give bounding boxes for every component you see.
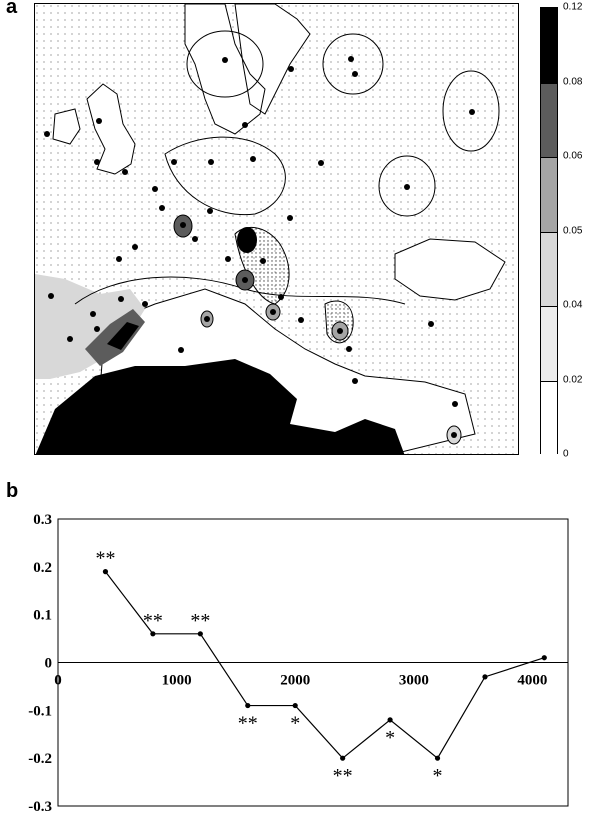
data-point (245, 702, 251, 709)
y-tick-label: 0.2 (33, 560, 52, 576)
legend-swatch (541, 380, 557, 455)
y-tick-label: -0.2 (28, 751, 52, 767)
contour-ring (442, 70, 500, 152)
data-point (150, 631, 156, 637)
data-point (102, 569, 109, 575)
europe-map (35, 4, 518, 454)
x-tick-label: 2000 (280, 673, 310, 689)
contour-ring (322, 33, 384, 95)
iberia-black (107, 322, 139, 350)
significance-label: ** (238, 713, 258, 735)
significance-label: * (385, 727, 395, 749)
legend-tick-label: 0.02 (563, 374, 583, 385)
panel-label-a: a (6, 0, 18, 18)
series-line (104, 571, 545, 760)
sample-sites (44, 56, 475, 438)
data-point (541, 655, 547, 661)
data-points (102, 569, 547, 761)
x-tick-label: 1000 (162, 673, 192, 689)
data-point (434, 755, 441, 761)
correlogram-chart: 0.30.20.10-0.1-0.2-0.3 0 1000 2000 3000 4000… (28, 512, 569, 813)
significance-label: * (290, 713, 300, 735)
data-point (340, 755, 346, 761)
legend-swatch (541, 8, 557, 83)
y-tick-label: 0.1 (33, 608, 52, 624)
color-scale-legend (540, 7, 558, 455)
data-point (292, 702, 298, 709)
significance-label: ** (190, 610, 210, 632)
significance-label: ** (333, 765, 353, 787)
contour-ring (378, 155, 436, 217)
legend-tick-label: 0.05 (563, 225, 583, 236)
y-tick-label: -0.3 (28, 799, 52, 813)
british-isles-land (52, 83, 136, 175)
panel-label-b: b (6, 480, 19, 502)
legend-tick-label: 0 (563, 448, 569, 460)
legend-swatch (541, 157, 557, 232)
y-tick-label: 0.3 (33, 512, 52, 528)
black-sea (394, 238, 506, 301)
data-point (387, 717, 393, 723)
legend-swatch (541, 306, 557, 381)
significance-label: * (433, 765, 443, 787)
map-panel (34, 3, 519, 455)
x-tick-label: 0 (54, 673, 62, 689)
x-tick-label: 3000 (399, 673, 429, 689)
iberia-shading (35, 274, 145, 379)
significance-label: ** (143, 610, 163, 632)
y-tick-label: -0.1 (28, 703, 52, 719)
y-tick-label: 0 (45, 656, 53, 672)
legend-tick-label: 0.08 (563, 76, 583, 87)
x-tick-label: 4000 (517, 673, 547, 689)
data-point (197, 631, 203, 637)
scandinavia-land (184, 4, 311, 135)
legend-swatch (541, 231, 557, 306)
north-africa-land (35, 359, 405, 454)
contour-ring (186, 30, 264, 98)
legend-tick-label: 0.12 (563, 1, 583, 13)
contour-line (164, 136, 286, 216)
significance-labels: **** **** ***** (95, 548, 442, 788)
legend-tick-label: 0.04 (563, 299, 583, 311)
y-tick-labels: 0.3 0.2 0.1 0 -0.1 -0.2 -0.3 (28, 512, 52, 813)
legend-swatch (541, 82, 557, 157)
legend-tick-label: 0.06 (563, 150, 583, 162)
data-point (482, 674, 488, 680)
x-tick-labels: 0 1000 2000 3000 4000 (54, 673, 547, 689)
significance-label: ** (95, 548, 115, 570)
